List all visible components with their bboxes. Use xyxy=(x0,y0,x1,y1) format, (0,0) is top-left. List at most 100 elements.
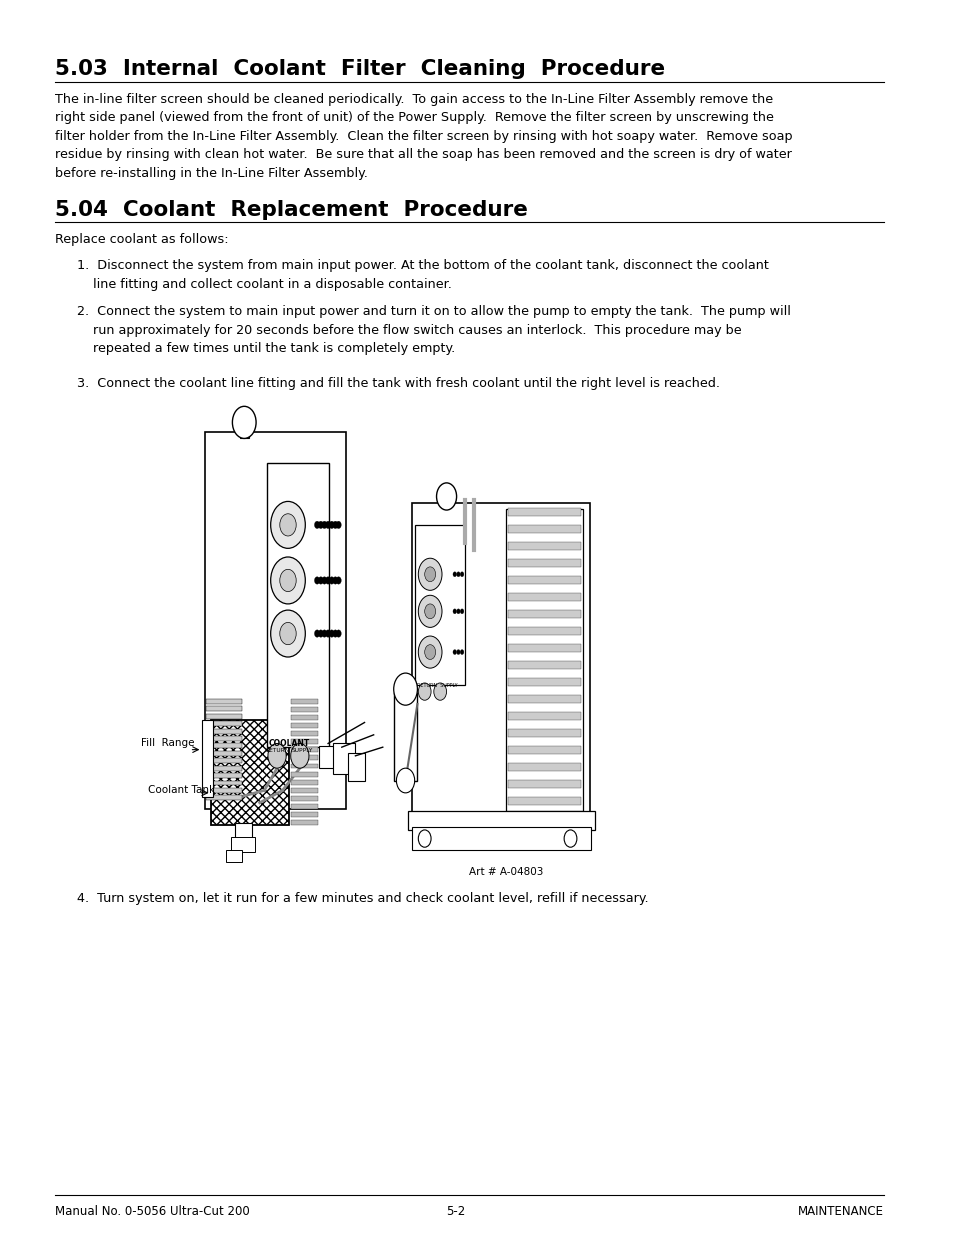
Bar xyxy=(206,729,242,734)
Circle shape xyxy=(329,521,335,529)
Text: 3.  Connect the coolant line fitting and fill the tank with fresh coolant until : 3. Connect the coolant line fitting and … xyxy=(77,377,720,390)
Text: 5.03  Internal  Coolant  Filter  Cleaning  Procedure: 5.03 Internal Coolant Filter Cleaning Pr… xyxy=(54,59,664,79)
Circle shape xyxy=(424,645,436,659)
Bar xyxy=(412,827,591,850)
Circle shape xyxy=(325,577,331,584)
Circle shape xyxy=(453,650,456,655)
Bar xyxy=(291,756,317,761)
Bar xyxy=(291,795,317,800)
Circle shape xyxy=(271,610,305,657)
Circle shape xyxy=(233,406,255,438)
Bar xyxy=(291,740,317,745)
Circle shape xyxy=(456,650,459,655)
Bar xyxy=(507,525,580,534)
Bar xyxy=(507,797,580,805)
Circle shape xyxy=(314,630,319,637)
Text: 5.04  Coolant  Replacement  Procedure: 5.04 Coolant Replacement Procedure xyxy=(54,200,527,220)
Circle shape xyxy=(335,521,341,529)
Circle shape xyxy=(436,483,456,510)
Bar xyxy=(206,736,242,741)
Bar xyxy=(291,724,317,729)
Text: 2.  Connect the system to main input power and turn it on to allow the pump to e: 2. Connect the system to main input powe… xyxy=(77,305,790,354)
Bar xyxy=(239,422,249,438)
Bar xyxy=(507,576,580,584)
Circle shape xyxy=(396,768,415,793)
Circle shape xyxy=(424,567,436,582)
Circle shape xyxy=(417,636,441,668)
Circle shape xyxy=(325,630,331,637)
Bar xyxy=(507,711,580,720)
Text: 4.  Turn system on, let it run for a few minutes and check coolant level, refill: 4. Turn system on, let it run for a few … xyxy=(77,892,648,905)
Bar xyxy=(291,811,317,816)
Text: COOLANT: COOLANT xyxy=(268,739,309,747)
Text: The in-line filter screen should be cleaned periodically.  To gain access to the: The in-line filter screen should be clea… xyxy=(54,93,792,179)
Circle shape xyxy=(271,501,305,548)
Circle shape xyxy=(417,558,441,590)
Circle shape xyxy=(279,514,295,536)
Bar xyxy=(291,804,317,809)
Circle shape xyxy=(335,630,341,637)
Text: Replace coolant as follows:: Replace coolant as follows: xyxy=(54,233,228,247)
Circle shape xyxy=(317,630,323,637)
Text: Fill  Range: Fill Range xyxy=(141,739,194,748)
Bar xyxy=(507,558,580,567)
Circle shape xyxy=(321,521,327,529)
Text: Manual No. 0-5056 Ultra-Cut 200: Manual No. 0-5056 Ultra-Cut 200 xyxy=(54,1205,249,1219)
Bar xyxy=(226,850,242,862)
Text: MAINTENANCE: MAINTENANCE xyxy=(798,1205,883,1219)
Bar xyxy=(291,763,317,768)
Circle shape xyxy=(456,609,459,614)
Bar xyxy=(291,731,317,736)
Bar xyxy=(206,751,242,756)
Circle shape xyxy=(317,521,323,529)
Bar xyxy=(507,661,580,669)
Bar xyxy=(415,525,464,685)
Circle shape xyxy=(417,830,431,847)
Bar xyxy=(507,593,580,601)
Bar xyxy=(348,753,364,781)
Bar xyxy=(234,823,252,840)
Circle shape xyxy=(459,572,463,577)
Circle shape xyxy=(424,604,436,619)
Bar xyxy=(291,788,317,793)
Circle shape xyxy=(335,577,341,584)
Circle shape xyxy=(434,683,446,700)
Circle shape xyxy=(459,650,463,655)
Bar xyxy=(206,788,242,793)
Bar xyxy=(333,743,355,774)
Bar xyxy=(291,715,317,720)
Circle shape xyxy=(333,521,337,529)
Circle shape xyxy=(394,673,417,705)
Circle shape xyxy=(563,830,577,847)
Circle shape xyxy=(314,577,319,584)
Circle shape xyxy=(329,630,335,637)
Text: RETURN: RETURN xyxy=(265,748,289,753)
Bar xyxy=(408,811,595,830)
Bar xyxy=(206,781,242,785)
Circle shape xyxy=(453,609,456,614)
Circle shape xyxy=(321,630,327,637)
Bar xyxy=(505,509,582,811)
Circle shape xyxy=(333,577,337,584)
Bar xyxy=(291,699,317,704)
Circle shape xyxy=(279,569,295,592)
Bar xyxy=(291,708,317,713)
Text: 1.  Disconnect the system from main input power. At the bottom of the coolant ta: 1. Disconnect the system from main input… xyxy=(77,259,768,291)
Bar xyxy=(412,503,589,818)
Bar xyxy=(507,542,580,551)
Circle shape xyxy=(333,630,337,637)
Circle shape xyxy=(317,577,323,584)
Bar xyxy=(507,508,580,516)
Circle shape xyxy=(291,743,309,768)
Bar xyxy=(206,766,242,771)
Bar xyxy=(206,795,242,800)
Bar xyxy=(291,747,317,752)
Text: Art # A-04803: Art # A-04803 xyxy=(468,867,542,877)
Circle shape xyxy=(417,683,431,700)
Bar xyxy=(291,772,317,777)
Bar xyxy=(202,720,213,797)
Bar xyxy=(507,762,580,771)
Bar xyxy=(507,610,580,619)
Text: 5-2: 5-2 xyxy=(446,1205,465,1219)
Bar xyxy=(507,643,580,652)
